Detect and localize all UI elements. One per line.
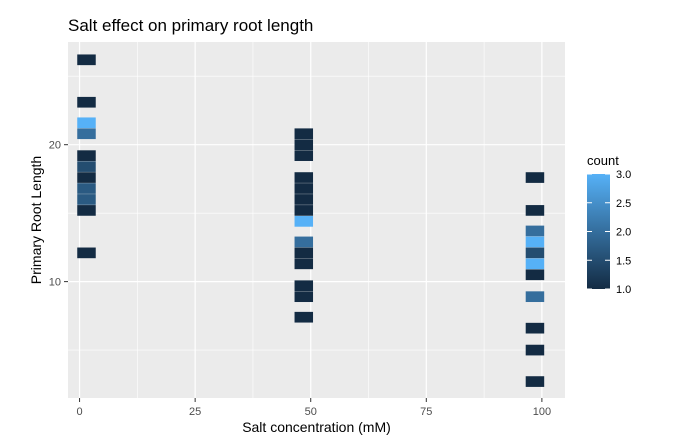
heatmap-bin (525, 269, 545, 281)
heatmap-bin (294, 311, 314, 323)
x-tick-label: 50 (305, 406, 317, 418)
heatmap-bin (294, 205, 314, 216)
heatmap-bin (525, 225, 545, 237)
heatmap-bin (294, 258, 314, 270)
legend-tick-label: 1.5 (616, 255, 631, 267)
heatmap-bin (294, 139, 314, 151)
heatmap-bin (77, 128, 96, 140)
heatmap-bin (525, 344, 545, 356)
heatmap-bin (77, 54, 96, 66)
heatmap-bin (525, 258, 545, 270)
heatmap-bin (77, 96, 96, 108)
heatmap-bin (294, 194, 314, 205)
grid-lines (68, 42, 565, 398)
legend: count 1.0 1.5 2.0 2.5 3.0 (587, 153, 631, 296)
heatmap-bin (525, 376, 545, 387)
heatmap-bin (294, 280, 314, 292)
x-axis-label: Salt concentration (mM) (242, 419, 391, 435)
x-tick-label: 0 (76, 406, 82, 418)
heatmap-bin (294, 172, 314, 183)
legend-title: count (587, 153, 619, 168)
plot-panel (68, 42, 565, 398)
heatmap-bin (77, 183, 96, 194)
legend-tick-label: 2.5 (616, 198, 631, 210)
legend-tick-label: 3.0 (616, 169, 631, 181)
x-tick-label: 100 (533, 406, 551, 418)
heatmap-bin (77, 194, 96, 205)
y-tick-label: 20 (49, 140, 61, 152)
heatmap-bin (294, 236, 314, 248)
y-axis-label: Primary Root Length (28, 156, 44, 284)
heatmap-bin (77, 205, 96, 216)
x-tick-label: 75 (420, 406, 432, 418)
heatmap-bin (77, 150, 96, 161)
heatmap-bin (77, 247, 96, 259)
y-axis: 10 20 (49, 140, 68, 289)
y-tick-label: 10 (49, 277, 61, 289)
heatmap-bin (525, 172, 545, 183)
heatmap-bin (294, 247, 314, 259)
heatmap-bin (525, 322, 545, 334)
heatmap-bin (294, 183, 314, 194)
heatmap-bins (77, 54, 545, 387)
heatmap-bin (525, 247, 545, 259)
heatmap-bin (77, 172, 96, 183)
heatmap-bin (294, 150, 314, 161)
heatmap-bin (294, 291, 314, 303)
heatmap-bin (294, 216, 314, 227)
legend-tick-label: 2.0 (616, 227, 631, 239)
heatmap-bin (294, 128, 314, 140)
legend-colorbar (587, 174, 610, 289)
heatmap-bin (525, 236, 545, 248)
chart-title: Salt effect on primary root length (68, 16, 313, 35)
legend-tick-label: 1.0 (616, 284, 631, 296)
x-axis: 0 25 50 75 100 (76, 398, 551, 418)
heatmap-bin (77, 161, 96, 172)
heatmap-bin (77, 117, 96, 129)
x-tick-label: 25 (189, 406, 201, 418)
heatmap-bin (525, 291, 545, 303)
heatmap-bin (525, 205, 545, 216)
